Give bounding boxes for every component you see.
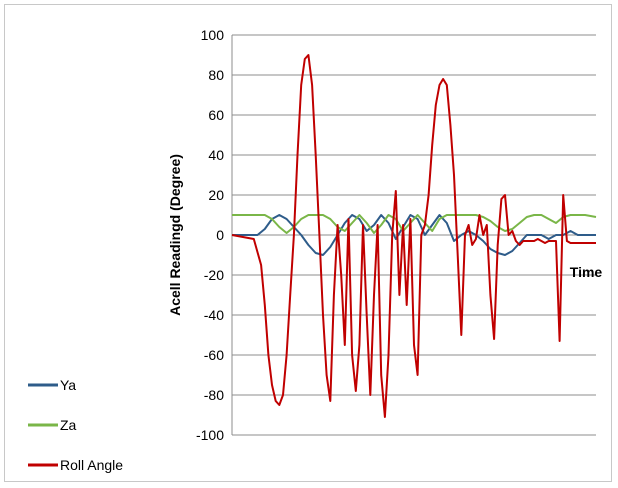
y-tick-label: 20 <box>208 187 224 203</box>
legend-label: Za <box>60 417 77 433</box>
y-tick-label: -60 <box>204 347 224 363</box>
y-tick-label: 0 <box>216 227 224 243</box>
series-line-za <box>232 214 597 234</box>
y-tick-label: 100 <box>201 27 225 43</box>
y-axis-tick-labels: 100 80 60 40 20 0 -20 -40 -60 -80 -100 <box>196 27 224 443</box>
y-tick-label: -20 <box>204 267 224 283</box>
y-axis-title: Acell Readingd (Degree) <box>167 154 183 316</box>
legend-label: Ya <box>60 377 76 393</box>
y-tick-label: -100 <box>196 427 224 443</box>
y-tick-label: 60 <box>208 107 224 123</box>
y-tick-label: -40 <box>204 307 224 323</box>
series-line-ya <box>232 214 596 256</box>
x-axis-title: Time <box>570 264 603 280</box>
legend-label: Roll Angle <box>60 457 123 473</box>
series-lines <box>231 54 597 418</box>
series-line-roll-angle <box>231 54 596 418</box>
y-tick-label: 80 <box>208 67 224 83</box>
y-tick-label: -80 <box>204 387 224 403</box>
legend: Ya Za Roll Angle <box>28 377 123 473</box>
y-tick-label: 40 <box>208 147 224 163</box>
